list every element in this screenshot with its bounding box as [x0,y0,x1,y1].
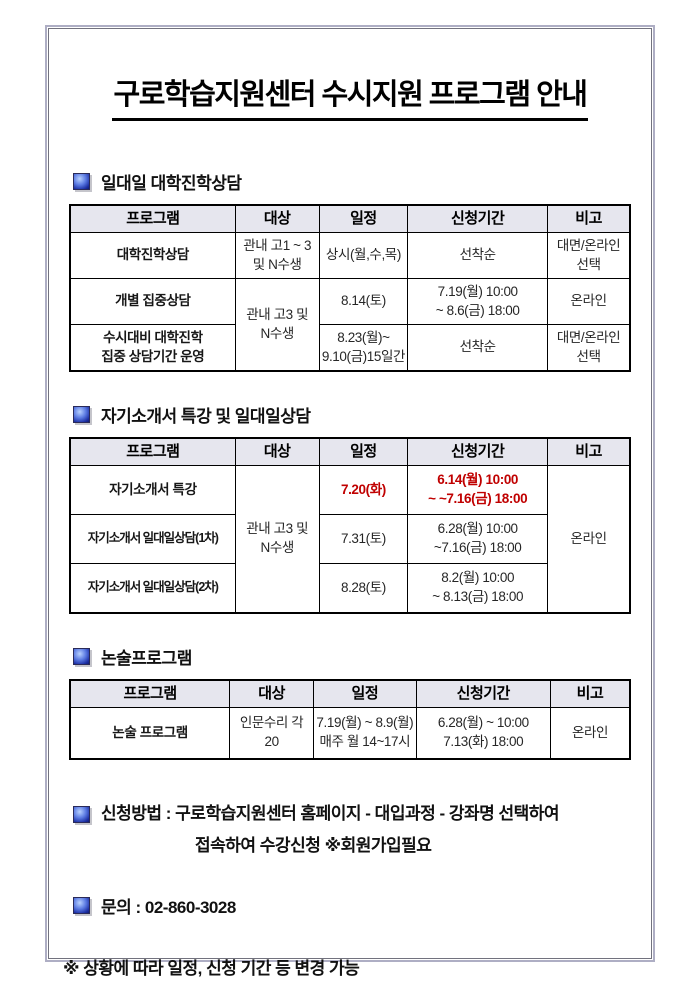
cell-note: 대면/온라인 선택 [547,324,631,372]
essay-program-table: 프로그램 대상 일정 신청기간 비고 논술 프로그램 인문수리 각 20 7.1… [69,679,631,760]
table-header-row: 프로그램 대상 일정 신청기간 비고 [69,204,631,233]
cell-target: 관내 고1 ~ 3 및 N수생 [234,232,320,279]
blue-square-bullet-icon [73,173,90,190]
section-heading-essay-counsel: 자기소개서 특강 및 일대일상담 [73,402,631,427]
cell-note: 온라인 [547,278,631,325]
cell-period: 선착순 [407,324,549,372]
cell-period-highlighted: 6.14(월) 10:00 ~ ~7.16(금) 18:00 [407,465,549,515]
contact-phone: 문의 : 02-860-3028 [101,897,236,917]
table-header-row: 프로그램 대상 일정 신청기간 비고 [69,679,631,708]
section-heading-label: 자기소개서 특강 및 일대일상담 [101,407,311,426]
blue-square-bullet-icon [73,805,90,823]
cell-program: 수시대비 대학진학 집중 상담기간 운영 [69,324,236,372]
consult-program-table: 프로그램 대상 일정 신청기간 비고 대학진학상담 관내 고1 ~ 3 및 N수… [69,204,631,372]
cell-note-merged: 온라인 [547,465,631,614]
cell-target-merged: 관내 고3 및 N수생 [234,465,320,614]
column-header-program: 프로그램 [69,679,231,708]
table-row: 개별 집중상담 관내 고3 및 N수생 8.14(토) 7.19(월) 10:0… [69,278,631,372]
title-area: 구로학습지원센터 수시지원 프로그램 안내 [69,71,631,121]
section-heading-label: 논술프로그램 [101,649,192,668]
blue-square-bullet-icon [73,896,90,914]
cell-target: 인문수리 각 20 [229,707,315,760]
column-header-period: 신청기간 [407,204,549,233]
cell-period: 선착순 [407,232,549,279]
cell-program: 대학진학상담 [69,232,236,279]
schedule-change-disclaimer: ※ 상황에 따라 일정, 신청 기간 등 변경 가능 [63,958,360,978]
document-page: 구로학습지원센터 수시지원 프로그램 안내 일대일 대학진학상담 프로그램 대상… [48,28,652,978]
section-heading-label: 일대일 대학진학상담 [101,174,242,193]
cell-schedule: 8.14(토) [318,278,409,325]
column-header-schedule: 일정 [318,437,409,466]
table-row: 자기소개서 일대일상담(1차) 7.31(토) 6.28(월) 10:00 ~7… [69,514,630,564]
section-heading-consult: 일대일 대학진학상담 [73,169,631,194]
column-header-target: 대상 [234,437,320,466]
cell-program: 자기소개서 특강 [69,465,236,515]
cell-note: 온라인 [549,707,631,760]
cell-note: 대면/온라인 선택 [547,232,631,279]
column-header-schedule: 일정 [313,679,417,708]
column-header-note: 비고 [547,437,631,466]
cell-period: 6.28(월) ~ 10:00 7.13(화) 18:00 [415,707,551,760]
column-header-note: 비고 [549,679,631,708]
application-method-line2: 접속하여 수강신청 ※회원가입필요 [195,836,432,856]
table-row: 대학진학상담 관내 고1 ~ 3 및 N수생 상시(월,수,목) 선착순 대면/… [69,232,631,279]
cell-period: 7.19(월) 10:00 ~ 8.6(금) 18:00 [407,278,549,325]
table-row: 자기소개서 특강 관내 고3 및 N수생 7.20(화) 6.14(월) 10:… [69,465,631,614]
column-header-schedule: 일정 [318,204,409,233]
blue-square-bullet-icon [73,648,90,665]
page-border-frame: 구로학습지원센터 수시지원 프로그램 안내 일대일 대학진학상담 프로그램 대상… [45,25,655,978]
cell-schedule: 8.28(토) [318,563,409,614]
cell-schedule-highlighted: 7.20(화) [318,465,409,515]
table-row: 논술 프로그램 인문수리 각 20 7.19(월) ~ 8.9(월) 매주 월 … [69,707,631,760]
table-row: 자기소개서 일대일상담(2차) 8.28(토) 8.2(월) 10:00 ~ 8… [69,563,630,614]
cell-period: 8.2(월) 10:00 ~ 8.13(금) 18:00 [407,563,549,614]
table-row: 수시대비 대학진학 집중 상담기간 운영 8.23(월)~ 9.10(금)15일… [69,324,631,372]
cell-schedule: 7.19(월) ~ 8.9(월) 매주 월 14~17시 [313,707,417,760]
application-method-line1: 신청방법 : 구로학습지원센터 홈페이지 - 대입과정 - 강좌명 선택하여 [101,804,560,823]
cell-program: 논술 프로그램 [69,707,231,760]
cell-program: 개별 집중상담 [69,278,236,325]
column-header-period: 신청기간 [415,679,551,708]
column-header-target: 대상 [234,204,320,233]
column-header-program: 프로그램 [69,437,236,466]
column-header-program: 프로그램 [69,204,236,233]
cell-program: 자기소개서 일대일상담(1차) [69,514,236,564]
cell-program: 자기소개서 일대일상담(2차) [69,563,236,614]
self-intro-table: 프로그램 대상 일정 신청기간 비고 자기소개서 특강 관내 고3 및 N수생 … [69,437,631,614]
cell-schedule: 상시(월,수,목) [318,232,409,279]
cell-schedule: 8.23(월)~ 9.10(금)15일간 [318,324,409,372]
section-heading-essay-program: 논술프로그램 [73,644,631,669]
table-header-row: 프로그램 대상 일정 신청기간 비고 [69,437,631,466]
cell-period: 6.28(월) 10:00 ~7.16(금) 18:00 [407,514,549,564]
column-header-period: 신청기간 [407,437,549,466]
column-header-note: 비고 [547,204,631,233]
page-title: 구로학습지원센터 수시지원 프로그램 안내 [111,71,589,121]
contact-note: 문의 : 02-860-3028 [73,893,631,918]
cell-schedule: 7.31(토) [318,514,409,564]
blue-square-bullet-icon [73,406,90,423]
application-method-note: 신청방법 : 구로학습지원센터 홈페이지 - 대입과정 - 강좌명 선택하여 [73,798,631,830]
column-header-target: 대상 [229,679,315,708]
cell-target-merged: 관내 고3 및 N수생 [234,278,320,372]
